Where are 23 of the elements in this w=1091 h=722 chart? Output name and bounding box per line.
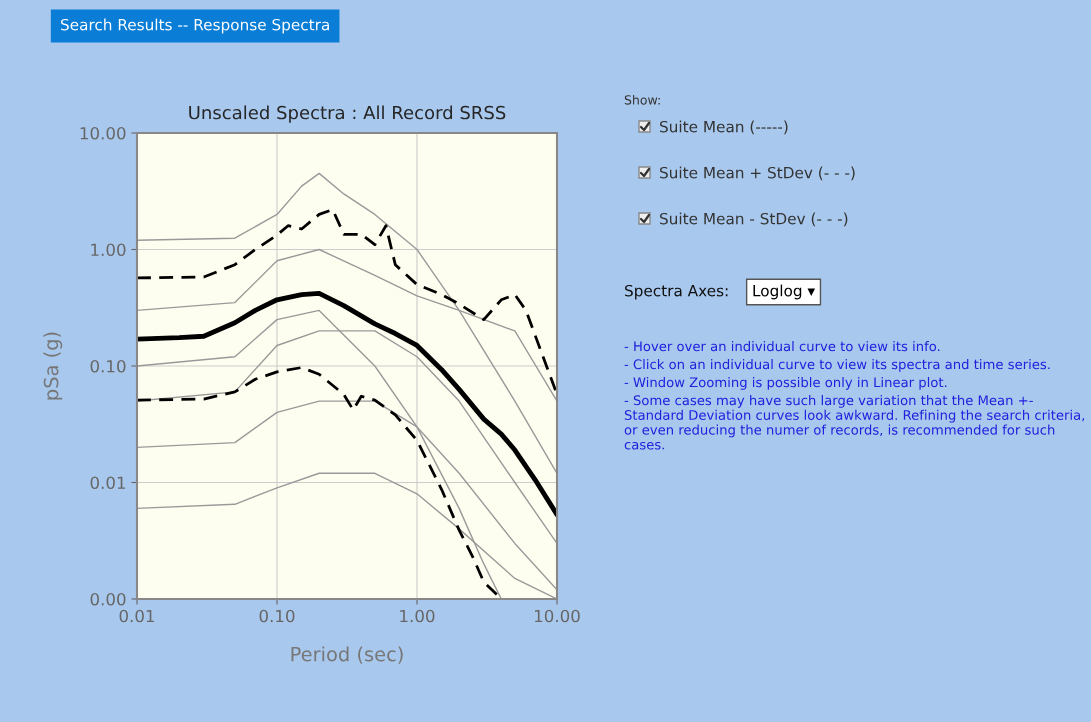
text: - Click on an individual curve to view its spectra and time series. (624, 359, 1050, 372)
x-tick-label: 10.00 (534, 609, 580, 623)
x-tick-label: 0.10 (259, 609, 295, 623)
text: Show: (624, 94, 660, 105)
x-tick-label: 1.00 (400, 609, 435, 623)
text: Suite Mean - StDev (- - -) (660, 212, 848, 227)
y-tick-label: 10.00 (80, 126, 126, 140)
chart-title: Unscaled Spectra : All Record SRSS (189, 105, 506, 123)
text: Loglog ▾ (753, 284, 816, 300)
y-tick-label: 1.00 (91, 243, 126, 257)
text: - Hover over an individual curve to view its info. (624, 341, 940, 352)
text: Spectra Axes: (625, 284, 728, 300)
text: Suite Mean + StDev (- - -) (660, 166, 855, 181)
y-tick-label: 0.10 (90, 359, 126, 373)
x-tick-label: 0.01 (119, 609, 155, 623)
y-tick-label: 0.00 (90, 592, 126, 606)
text: Search Results -- Response Spectra (61, 18, 329, 34)
y-axis-title: pSa (g) (43, 332, 63, 400)
text: - Window Zooming is possible only in Linear plot. (624, 377, 947, 390)
text: Suite Mean (-----) (660, 120, 788, 135)
text: - Some cases may have such large variation that the Mean +- Standard Deviation curves look awkward. Refining the search criteria, or even reducing the numer of records, is recommended for such cases. (624, 395, 1085, 450)
x-axis-title: Period (sec) (291, 646, 403, 664)
y-tick-label: 0.01 (90, 476, 126, 490)
